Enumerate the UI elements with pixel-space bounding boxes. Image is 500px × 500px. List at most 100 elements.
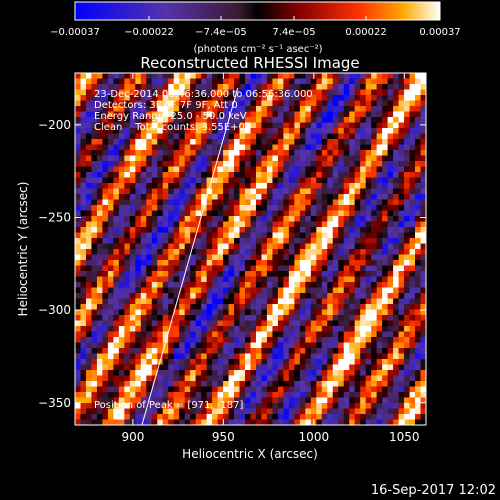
heatmap-cell [404, 320, 410, 327]
heatmap-cell [261, 100, 268, 107]
heatmap-cell [310, 84, 317, 90]
heatmap-cell [124, 139, 131, 145]
heatmap-cell [387, 304, 394, 310]
heatmap-cell [277, 320, 284, 327]
heatmap-cell [310, 408, 317, 415]
heatmap-cell [173, 128, 180, 134]
heatmap-cell [151, 265, 158, 272]
heatmap-cell [113, 139, 120, 145]
heatmap-cell [124, 84, 131, 90]
heatmap-cell [415, 238, 421, 244]
heatmap-cell [212, 304, 218, 310]
heatmap-cell [332, 359, 339, 365]
heatmap-cell [321, 381, 328, 387]
heatmap-cell [212, 397, 218, 404]
heatmap-cell [420, 177, 426, 184]
heatmap-cell [184, 172, 191, 178]
heatmap-cell [371, 84, 378, 90]
heatmap-cell [376, 287, 383, 294]
heatmap-cell [118, 128, 125, 134]
heatmap-cell [294, 161, 301, 167]
heatmap-cell [266, 326, 273, 332]
heatmap-cell [217, 172, 224, 178]
heatmap-cell [157, 183, 164, 189]
heatmap-cell [102, 106, 109, 112]
heatmap-cell [261, 260, 268, 266]
heatmap-cell [250, 326, 257, 332]
heatmap-cell [146, 337, 153, 343]
heatmap-cell [75, 331, 81, 338]
colorbar-ticks: −0.00037 −0.00022 −7.4e−05 7.4e−05 0.00022 0.… [50, 16, 461, 38]
heatmap-cell [239, 304, 246, 310]
heatmap-cell [332, 166, 339, 173]
heatmap-cell [184, 254, 191, 261]
heatmap-cell [228, 282, 235, 288]
heatmap-cell [365, 326, 372, 332]
heatmap-cell [217, 364, 224, 371]
heatmap-cell [415, 227, 421, 233]
heatmap-cell [162, 359, 169, 365]
heatmap-cell [420, 254, 426, 261]
heatmap-cell [354, 78, 361, 85]
heatmap-cell [360, 265, 367, 272]
heatmap-cell [349, 392, 356, 398]
heatmap-cell [212, 282, 218, 288]
heatmap-cell [129, 337, 136, 343]
heatmap-cell [343, 150, 350, 156]
heatmap-cell [245, 106, 251, 112]
heatmap-cell [151, 155, 158, 162]
heatmap-cell [140, 238, 147, 244]
heatmap-cell [124, 386, 131, 393]
heatmap-cell [190, 117, 197, 123]
heatmap-cell [382, 370, 389, 376]
heatmap-cell [217, 403, 224, 409]
heatmap-cell [409, 238, 416, 244]
heatmap-cell [129, 370, 136, 376]
heatmap-cell [239, 155, 246, 162]
heatmap-cell [343, 370, 350, 376]
heatmap-cell [212, 221, 218, 228]
heatmap-cell [184, 95, 191, 101]
heatmap-cell [332, 348, 339, 354]
heatmap-cell [387, 397, 394, 404]
heatmap-cell [135, 194, 142, 200]
heatmap-cell [409, 397, 416, 404]
heatmap-cell [190, 386, 197, 393]
heatmap-cell [113, 117, 120, 123]
heatmap-cell [179, 95, 186, 101]
heatmap-cell [404, 238, 410, 244]
heatmap-cell [195, 315, 202, 321]
heatmap-cell [96, 375, 103, 382]
heatmap-cell [272, 95, 279, 101]
heatmap-cell [245, 172, 251, 178]
heatmap-cell [107, 172, 114, 178]
heatmap-cell [190, 122, 197, 129]
heatmap-cell [310, 144, 317, 151]
heatmap-cell [102, 370, 109, 376]
heatmap-cell [255, 370, 262, 376]
heatmap-cell [239, 375, 246, 382]
heatmap-cell [140, 150, 147, 156]
heatmap-cell [118, 155, 125, 162]
heatmap-cell [398, 73, 405, 79]
heatmap-cell [277, 199, 284, 206]
heatmap-cell [310, 403, 317, 409]
heatmap-cell [113, 199, 120, 206]
heatmap-cell [102, 172, 109, 178]
heatmap-cell [212, 342, 218, 349]
heatmap-cell [195, 265, 202, 272]
heatmap-cell [223, 320, 229, 327]
heatmap-cell [398, 89, 405, 96]
heatmap-cell [321, 221, 328, 228]
heatmap-cell [80, 265, 87, 272]
heatmap-cell [118, 89, 125, 96]
heatmap-cell [316, 293, 323, 299]
heatmap-cell [75, 177, 81, 184]
heatmap-cell [371, 282, 378, 288]
heatmap-cell [228, 199, 235, 206]
heatmap-cell [420, 199, 426, 206]
heatmap-cell [223, 408, 229, 415]
heatmap-cell [321, 95, 328, 101]
heatmap-cell [217, 106, 224, 112]
heatmap-cell [168, 326, 175, 332]
